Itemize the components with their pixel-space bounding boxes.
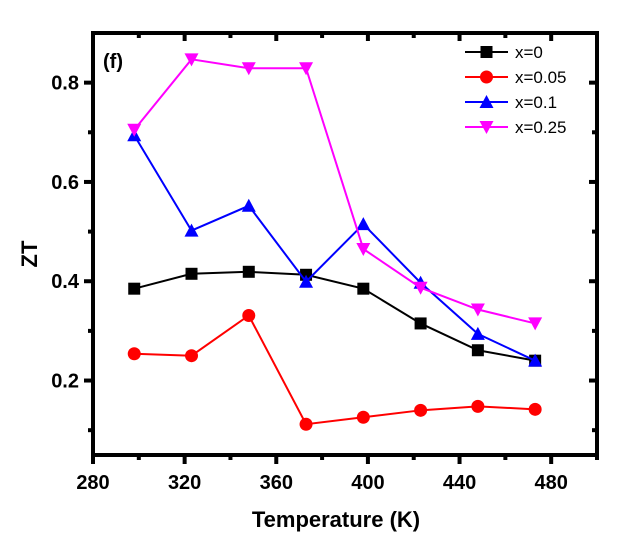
series-x=0.25 <box>127 53 543 331</box>
data-point <box>299 417 313 431</box>
y-tick-label: 0.8 <box>51 73 79 95</box>
x-tick-label: 280 <box>76 472 109 494</box>
x-tick-label: 480 <box>534 472 567 494</box>
y-tick-label: 0.4 <box>51 271 80 293</box>
data-point <box>470 303 485 317</box>
data-point <box>127 347 141 361</box>
data-point <box>184 53 199 67</box>
data-point <box>185 349 199 363</box>
y-tick-label: 0.6 <box>51 172 79 194</box>
data-point <box>184 223 199 237</box>
data-point <box>127 123 142 137</box>
series-x=0.1 <box>127 128 543 367</box>
data-point <box>356 410 370 424</box>
legend-marker <box>480 46 493 58</box>
data-point <box>528 353 543 367</box>
legend-item: x=0.25 <box>465 118 567 137</box>
x-tick-label: 440 <box>443 472 476 494</box>
series-layer <box>127 53 543 431</box>
series-line <box>134 314 536 426</box>
data-point <box>356 242 371 256</box>
data-point <box>185 267 198 280</box>
legend-label: x=0 <box>515 43 543 62</box>
legend-item: x=0.1 <box>465 93 557 112</box>
data-point <box>470 326 485 340</box>
series-line <box>133 270 536 362</box>
legend-marker <box>479 95 494 108</box>
data-point <box>241 62 256 76</box>
data-point <box>528 402 542 416</box>
series-x=0.05 <box>127 308 542 431</box>
data-point <box>242 308 256 322</box>
legend-marker <box>479 121 494 134</box>
series-x=0 <box>128 265 542 367</box>
data-point <box>471 399 485 413</box>
data-point <box>414 403 428 417</box>
data-point <box>242 265 255 278</box>
legend-label: x=0.1 <box>515 93 557 112</box>
legend-marker <box>480 70 493 84</box>
data-point <box>356 217 371 231</box>
data-point <box>471 344 484 357</box>
series-line <box>133 134 536 362</box>
series-line <box>133 58 536 325</box>
y-axis-title: ZT <box>17 240 42 267</box>
x-tick-label: 320 <box>168 472 201 494</box>
legend-item: x=0.05 <box>465 68 567 87</box>
legend: x=0 x=0.05 x=0.1 x=0.25 <box>465 43 567 137</box>
data-point <box>413 281 428 295</box>
y-tick-label: 0.2 <box>51 371 79 393</box>
data-point <box>414 317 427 330</box>
x-axis-title: Temperature (K) <box>252 507 420 532</box>
x-tick-label: 360 <box>260 472 293 494</box>
data-point <box>299 62 314 76</box>
data-point <box>299 274 314 288</box>
legend-item: x=0 <box>465 43 543 62</box>
legend-label: x=0.05 <box>515 68 567 87</box>
y-tick-labels: 0.2 0.4 0.6 0.8 <box>51 73 80 393</box>
x-tick-label: 400 <box>351 472 384 494</box>
legend-label: x=0.25 <box>515 118 567 137</box>
data-point <box>528 317 543 331</box>
data-point <box>128 282 141 295</box>
x-tick-labels: 280 320 360 400 440 480 <box>76 472 568 494</box>
data-point <box>241 198 256 212</box>
panel-label: (f) <box>103 51 123 73</box>
data-point <box>357 282 370 295</box>
plot-frame <box>91 31 599 457</box>
